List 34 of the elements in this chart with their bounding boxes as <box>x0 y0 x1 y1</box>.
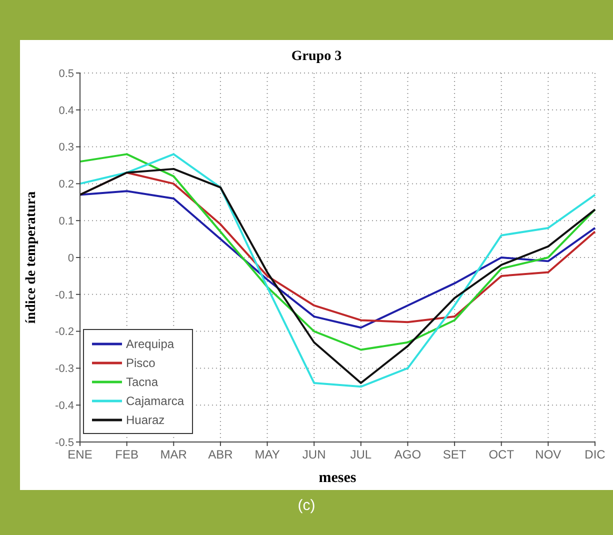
x-tick-label: MAR <box>160 448 188 462</box>
y-tick-label: 0.1 <box>58 216 74 228</box>
x-tick-label: MAY <box>254 448 280 462</box>
y-tick-label: -0.5 <box>55 436 74 449</box>
y-tick-label: 0.5 <box>58 68 74 80</box>
text: (c) <box>296 497 316 514</box>
legend-label: Huaraz <box>126 412 165 426</box>
x-tick-label: ABR <box>208 448 234 462</box>
x-tick-label: NOV <box>535 448 562 462</box>
x-axis-title: meses <box>318 470 356 486</box>
y-tick-label: 0.2 <box>58 178 74 191</box>
line-series <box>79 190 596 329</box>
x-tick-label: JUL <box>350 448 372 462</box>
y-axis-title: índice de temperatura <box>24 191 39 324</box>
x-tick-label: SET <box>442 448 467 462</box>
legend-label: Tacna <box>126 374 158 388</box>
x-tick-label: AGO <box>394 448 422 462</box>
legend-label: Cajamarca <box>126 394 184 408</box>
y-tick-label: -0.1 <box>55 289 74 302</box>
legend-label: Pisco <box>126 356 156 370</box>
y-tick-label: -0.2 <box>55 326 74 338</box>
y-tick-label: -0.3 <box>55 363 74 376</box>
y-tick-label: 0.3 <box>58 142 74 154</box>
x-tick-label: FEB <box>115 448 138 462</box>
chart-title: Grupo 3 <box>290 49 343 65</box>
x-tick-label: JUN <box>302 448 326 462</box>
y-tick-label: 0 <box>68 252 74 264</box>
y-tick-label: 0.4 <box>58 104 74 117</box>
x-tick-label: DIC <box>584 448 606 462</box>
line-series <box>79 153 596 351</box>
y-tick-label: -0.4 <box>55 400 74 412</box>
legend-label: Arequipa <box>126 336 174 350</box>
x-tick-label: ENE <box>68 448 92 462</box>
x-tick-label: OCT <box>488 448 515 462</box>
